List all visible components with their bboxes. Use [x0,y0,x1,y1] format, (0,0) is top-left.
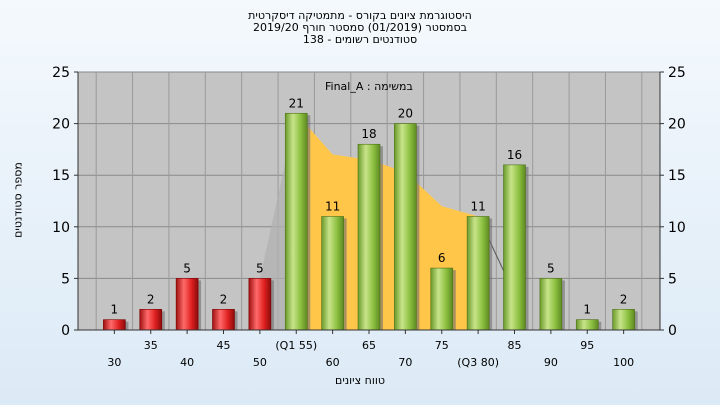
y-tick-label-left-15: 15 [52,168,70,184]
bar-4 [248,278,272,331]
x-tick-label-1: 35 [144,339,158,352]
x-tick-label-11: 85 [508,339,522,352]
bar-12 [539,278,563,331]
x-tick-label-9: 75 [435,339,449,352]
x-tick-label-7: 65 [362,339,376,352]
bar-5 [284,112,308,331]
bar-value-label-3: 2 [220,292,228,306]
y-tick-label-right-15: 15 [668,168,686,184]
x-tick-label-13: 95 [580,339,594,352]
bar-6 [321,216,344,331]
bar-2 [175,278,199,331]
bar-value-label-1: 2 [147,292,155,306]
bar-7 [357,143,381,331]
x-tick-label-3: 45 [217,339,231,352]
chart-title: היסטוגרמת ציונים בקורס - מתמטיקה דיסקרטי… [248,9,472,22]
y-tick-label-right-25: 25 [668,65,686,81]
bar-14 [612,309,635,331]
bar-value-label-11: 16 [507,148,522,162]
chart-subtitle-semester: בסמסטר (01/2019) סמסטר חורף 2019/20 [253,21,467,34]
chart-subtitle-enrolled: סטודנטים רשומים - 138 [302,33,418,46]
bar-value-label-2: 5 [183,261,191,275]
bar-value-label-9: 6 [438,251,446,265]
bar-value-label-14: 2 [620,292,628,306]
x-tick-label-6: 60 [326,356,340,369]
y-tick-label-left-5: 5 [61,271,70,287]
y-tick-label-left-20: 20 [52,117,70,133]
x-tick-label-12: 90 [544,356,558,369]
bar-13 [575,319,599,331]
x-tick-label-4: 50 [253,356,267,369]
bar-1 [139,309,163,331]
y-tick-label-right-0: 0 [668,323,677,339]
bar-value-label-4: 5 [256,261,264,275]
x-tick-label-14: 100 [613,356,634,369]
y-tick-label-left-25: 25 [52,65,70,81]
bar-10 [466,216,490,331]
y-tick-label-right-10: 10 [668,220,686,236]
chart-title-block: היסטוגרמת ציונים בקורס - מתמטיקה דיסקרטי… [0,10,720,46]
y-tick-label-right-20: 20 [668,117,686,133]
chart-annotation: במשימה : Final_A [325,80,413,93]
bar-8 [394,123,417,331]
bar-value-label-5: 21 [289,96,304,110]
x-tick-label-5: (Q1 55) [275,339,317,352]
x-tick-label-8: 70 [398,356,412,369]
y-tick-label-right-5: 5 [668,271,677,287]
y-tick-label-left-10: 10 [52,220,70,236]
bar-3 [212,309,235,331]
bar-value-label-7: 18 [361,127,376,141]
y-tick-label-left-0: 0 [61,323,70,339]
bar-value-label-0: 1 [111,303,119,317]
bar-value-label-13: 1 [583,303,591,317]
x-tick-label-0: 30 [107,356,121,369]
x-tick-label-10: (Q3 80) [457,356,499,369]
bar-value-label-10: 11 [470,199,485,213]
x-axis-title: טווח ציונים [335,374,385,387]
bar-value-label-6: 11 [325,199,340,213]
bar-9 [430,267,454,331]
bar-value-label-8: 20 [398,107,413,121]
bar-11 [503,164,526,331]
bar-value-label-12: 5 [547,261,555,275]
y-axis-title: מספר סטודנטים [11,162,25,238]
x-tick-label-2: 40 [180,356,194,369]
bar-0 [103,319,126,331]
